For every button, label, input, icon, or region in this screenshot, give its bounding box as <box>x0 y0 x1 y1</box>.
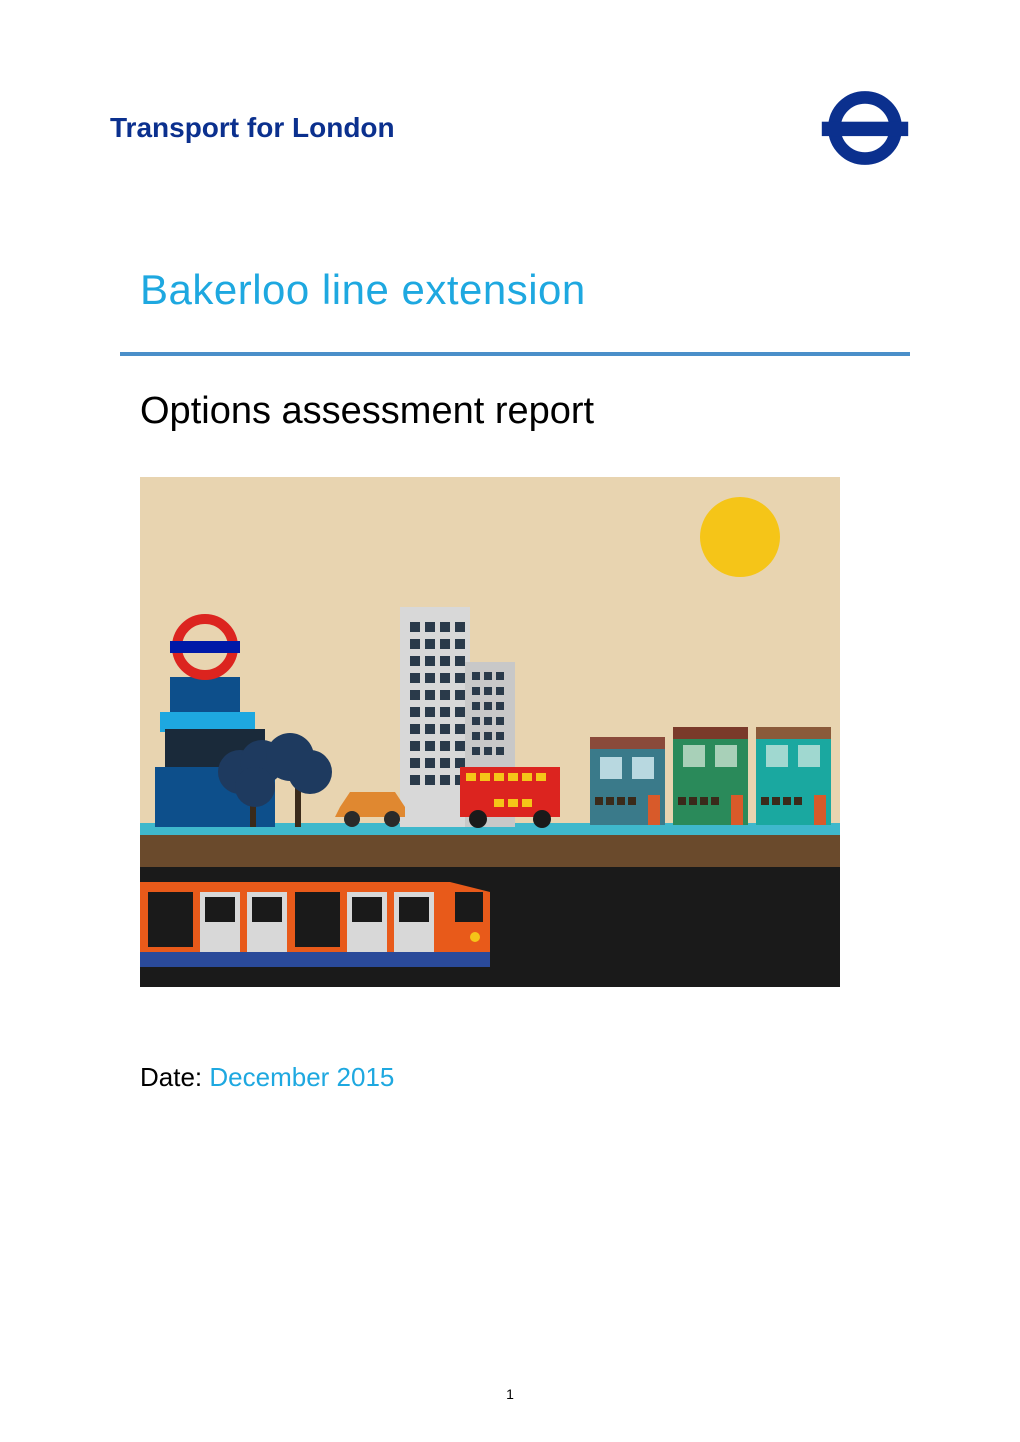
org-title: Transport for London <box>110 112 395 144</box>
shop-2 <box>673 727 748 825</box>
shop-1 <box>590 737 665 825</box>
date-value: December 2015 <box>209 1062 394 1092</box>
title-divider <box>120 352 910 356</box>
page-number: 1 <box>506 1386 514 1402</box>
underground-train <box>140 882 490 967</box>
tower-1 <box>400 607 470 827</box>
document-subtitle: Options assessment report <box>140 390 910 433</box>
date-label: Date: <box>140 1062 209 1092</box>
document-header: Transport for London <box>110 90 910 166</box>
shop-3 <box>756 727 831 825</box>
document-title: Bakerloo line extension <box>140 266 910 314</box>
date-line: Date: December 2015 <box>140 1062 910 1093</box>
cover-illustration <box>140 477 840 987</box>
tfl-roundel-icon <box>820 90 910 166</box>
